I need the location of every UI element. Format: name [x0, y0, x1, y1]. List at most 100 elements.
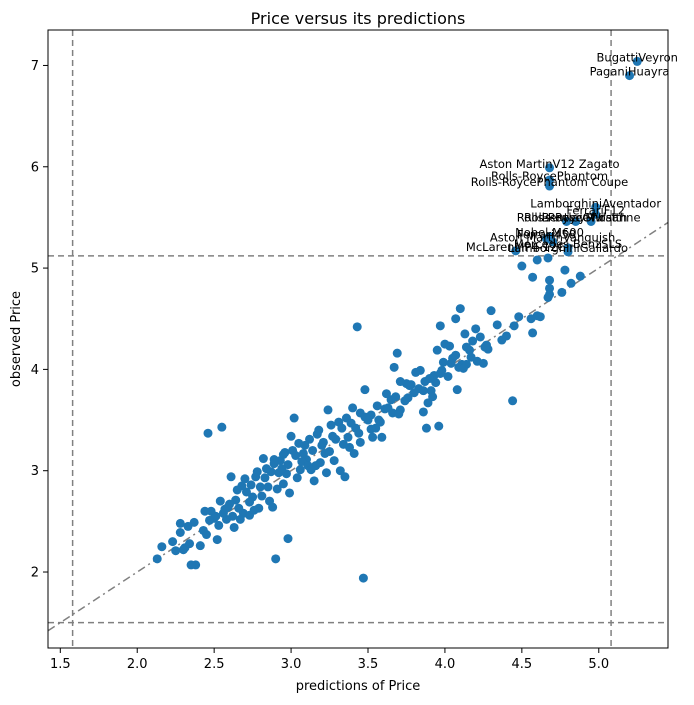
data-point: [517, 261, 527, 271]
data-point: [286, 431, 296, 441]
data-point: [260, 473, 270, 483]
data-point: [360, 385, 370, 395]
data-point: [337, 423, 347, 433]
data-point: [411, 367, 421, 377]
data-point: [543, 253, 553, 263]
data-point: [543, 292, 553, 302]
data-point: [212, 535, 222, 545]
data-point: [366, 424, 376, 434]
x-tick-label: 5.0: [588, 657, 609, 672]
y-tick-label: 7: [31, 59, 39, 74]
point-annotation: PaganiHuayra: [590, 65, 670, 79]
data-point: [458, 363, 468, 373]
data-point: [354, 428, 364, 438]
data-point: [240, 474, 250, 484]
data-point: [508, 396, 518, 406]
data-point: [257, 491, 267, 501]
data-point: [566, 278, 576, 288]
point-annotation: Ferrari458: [517, 228, 576, 242]
data-point: [526, 314, 536, 324]
data-point: [268, 502, 278, 512]
data-point: [198, 525, 208, 535]
data-point: [175, 528, 185, 538]
data-point: [486, 306, 496, 316]
data-point: [423, 398, 433, 408]
data-point: [308, 445, 318, 455]
reference-lines: [47, 30, 669, 648]
point-annotation: McLarenMP4-12C: [466, 240, 566, 254]
data-point: [335, 466, 345, 476]
data-point: [278, 449, 288, 459]
data-point: [252, 467, 262, 477]
data-point: [318, 437, 328, 447]
data-point: [409, 388, 419, 398]
chart-title: Price versus its predictions: [251, 9, 466, 28]
data-point: [360, 412, 370, 422]
data-point: [443, 371, 453, 381]
data-point: [229, 522, 239, 532]
data-point: [328, 431, 338, 441]
data-point: [289, 413, 299, 423]
data-point: [258, 454, 268, 464]
data-point: [392, 348, 402, 358]
point-annotation: BentleyMulsanne: [542, 210, 641, 224]
data-point: [377, 432, 387, 442]
data-point: [451, 350, 461, 360]
data-point: [460, 329, 470, 339]
data-point: [323, 405, 333, 415]
data-point: [203, 428, 213, 438]
data-point: [418, 386, 428, 396]
data-point: [535, 312, 545, 322]
data-point: [235, 514, 245, 524]
y-tick-label: 6: [31, 160, 39, 175]
data-point: [437, 365, 447, 375]
y-axis-label: observed Price: [9, 291, 24, 387]
data-point: [480, 342, 490, 352]
point-annotation: Aston MartinV12 Zagato: [480, 157, 620, 171]
point-annotation: Mercedes-BenzSLS: [514, 237, 622, 251]
point-annotation: Rolls-RoycePhantom: [491, 169, 608, 183]
data-point: [261, 464, 271, 474]
data-point: [345, 442, 355, 452]
data-point: [560, 265, 570, 275]
data-point: [200, 506, 210, 516]
data-point: [245, 497, 255, 507]
data-point: [186, 560, 196, 570]
data-point: [269, 459, 279, 469]
data-point: [283, 534, 293, 544]
x-tick-label: 2.0: [127, 657, 148, 672]
plot-frame: [47, 29, 669, 649]
data-point: [226, 472, 236, 482]
data-point: [234, 503, 244, 513]
data-point: [171, 546, 181, 556]
point-annotation: FerrariF12: [566, 203, 625, 217]
data-point: [343, 432, 353, 442]
data-point: [232, 485, 242, 495]
data-point: [492, 320, 502, 330]
data-point: [421, 423, 431, 433]
data-point: [352, 322, 362, 332]
point-annotation: BugattiVeyron: [597, 50, 678, 64]
data-point: [381, 389, 391, 399]
data-point: [475, 332, 485, 342]
data-point: [395, 377, 405, 387]
x-tick-label: 4.5: [512, 657, 533, 672]
data-point: [246, 480, 256, 490]
data-points: [152, 56, 642, 583]
data-point: [349, 448, 359, 458]
data-point: [288, 445, 298, 455]
data-point: [435, 321, 445, 331]
x-tick-label: 2.5: [204, 657, 225, 672]
data-point: [292, 473, 302, 483]
data-point: [346, 418, 356, 428]
data-point: [178, 545, 188, 555]
data-point: [329, 456, 339, 466]
data-point: [514, 312, 524, 322]
data-point: [446, 358, 456, 368]
data-point: [432, 345, 442, 355]
data-point: [241, 487, 251, 497]
data-point: [451, 314, 461, 324]
data-point: [440, 339, 450, 349]
